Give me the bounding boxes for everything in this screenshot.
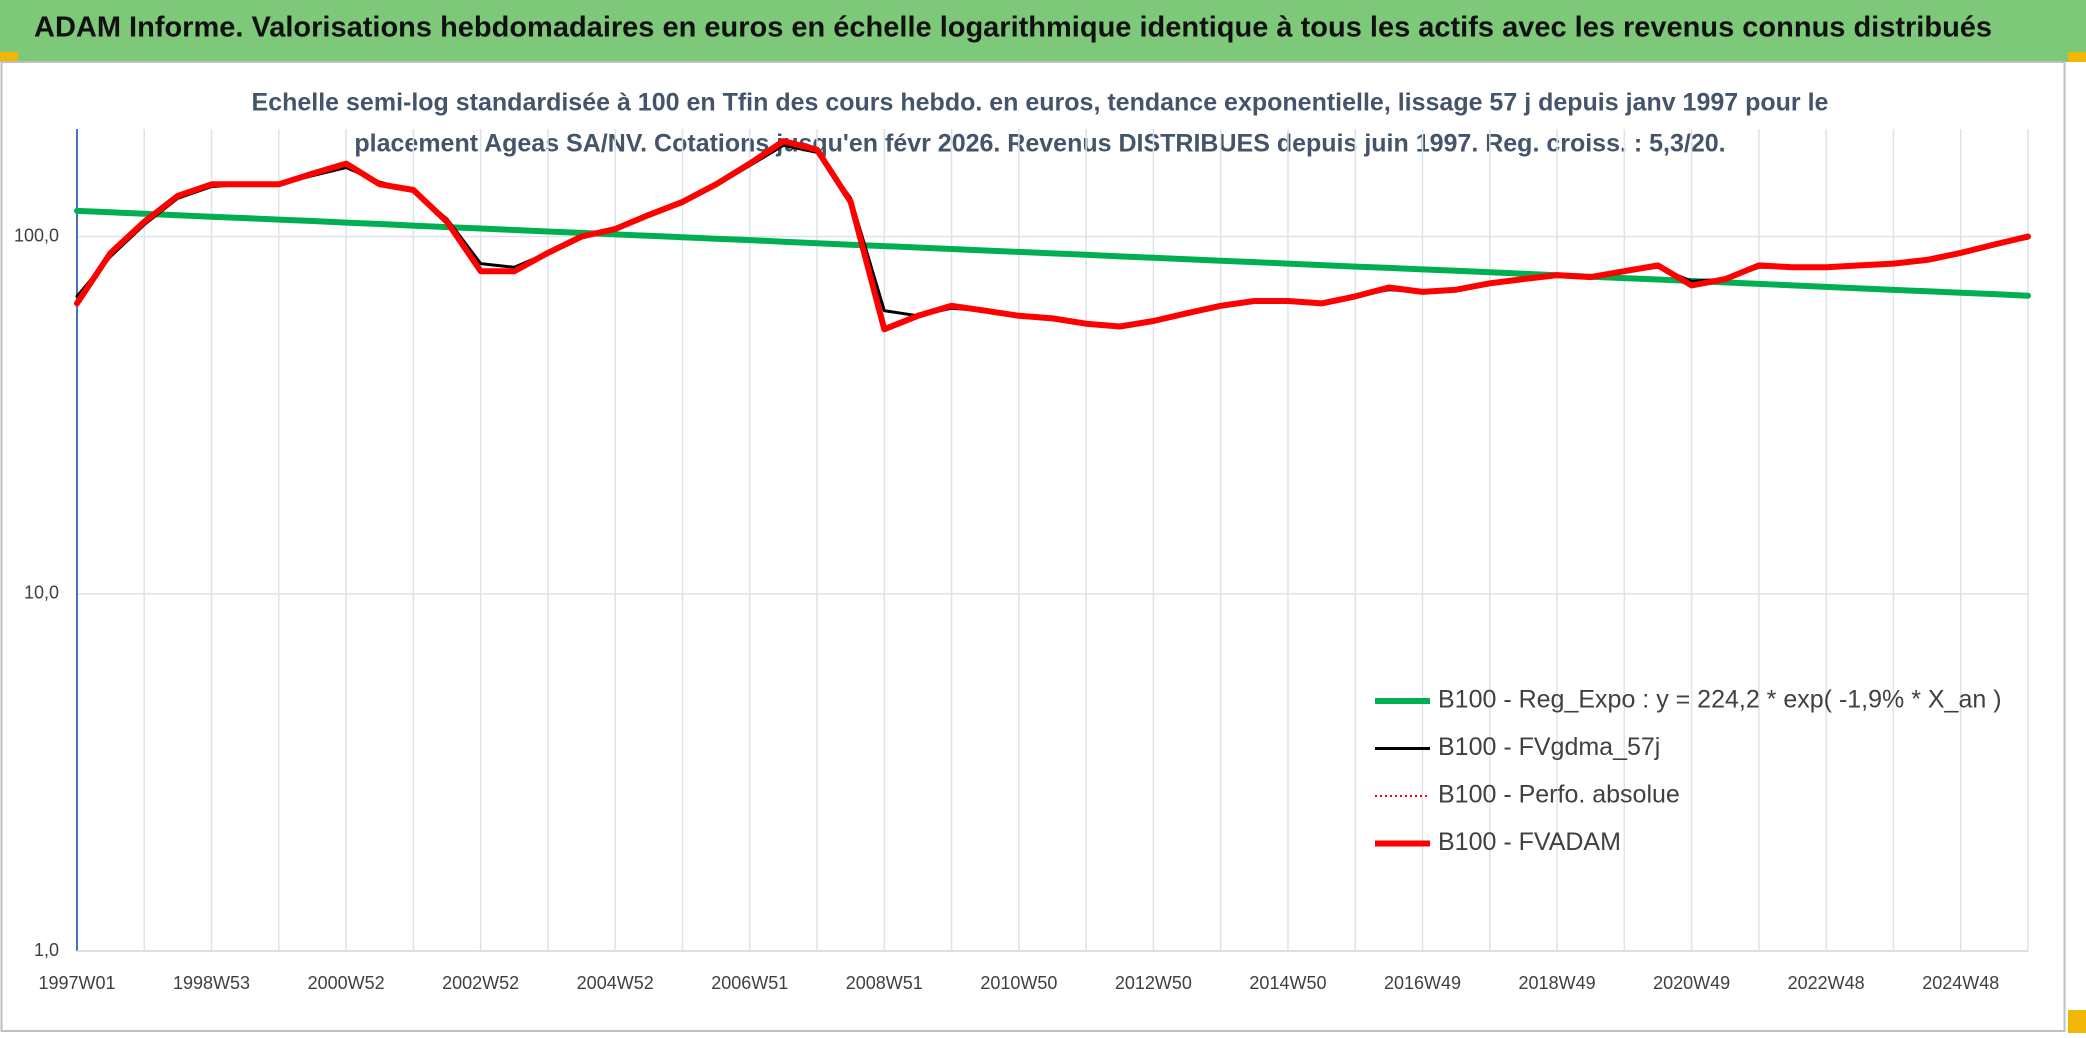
x-tick-label: 2024W48 xyxy=(1922,973,1999,993)
x-tick-label: 1997W01 xyxy=(38,973,115,993)
x-tick-label: 2008W51 xyxy=(846,973,923,993)
x-tick-label: 2010W50 xyxy=(980,973,1057,993)
x-tick-label: 1998W53 xyxy=(173,973,250,993)
legend-label: B100 - FVADAM xyxy=(1438,828,1621,856)
grid: 1997W01 1998W53 2000W52 2002W52 2004W52 2006W… xyxy=(14,129,2029,993)
x-tick-label: 2002W52 xyxy=(442,973,519,993)
corner-marker xyxy=(0,52,18,62)
x-tick-label: 2014W50 xyxy=(1249,973,1326,993)
legend: B100 - Reg_Expo : y = 224,2 * exp( -1,9%… xyxy=(1375,686,2002,856)
legend-label: B100 - FVgdma_57j xyxy=(1438,733,1660,761)
x-tick-label: 2016W49 xyxy=(1384,973,1461,993)
header-bar xyxy=(0,0,2086,62)
x-tick-label: 2012W50 xyxy=(1115,973,1192,993)
chart-frame xyxy=(0,61,2066,1032)
chart-subtitle: placement Ageas SA/NV. Cotations jusqu'e… xyxy=(354,130,1725,158)
x-tick-label: 2018W49 xyxy=(1519,973,1596,993)
x-tick-label: 2004W52 xyxy=(577,973,654,993)
legend-label: B100 - Perfo. absolue xyxy=(1438,781,1680,809)
series-line xyxy=(76,140,2029,331)
y-tick-label: 100,0 xyxy=(14,225,59,245)
x-tick-label: 2020W49 xyxy=(1653,973,1730,993)
x-tick-label: 2000W52 xyxy=(308,973,385,993)
chart-title: ADAM Informe. Valorisations hebdomadaire… xyxy=(34,12,1992,44)
corner-marker xyxy=(2068,52,2086,62)
corner-marker xyxy=(2068,1010,2086,1033)
chart-subtitle: Echelle semi-log standardisée à 100 en T… xyxy=(252,89,1829,117)
y-tick-label: 10,0 xyxy=(24,583,59,603)
x-tick-label: 2022W48 xyxy=(1788,973,1865,993)
plot-area xyxy=(74,138,2031,333)
x-tick-label: 2006W51 xyxy=(711,973,788,993)
legend-label: B100 - Reg_Expo : y = 224,2 * exp( -1,9%… xyxy=(1438,686,2002,714)
y-tick-label: 1,0 xyxy=(34,940,59,960)
